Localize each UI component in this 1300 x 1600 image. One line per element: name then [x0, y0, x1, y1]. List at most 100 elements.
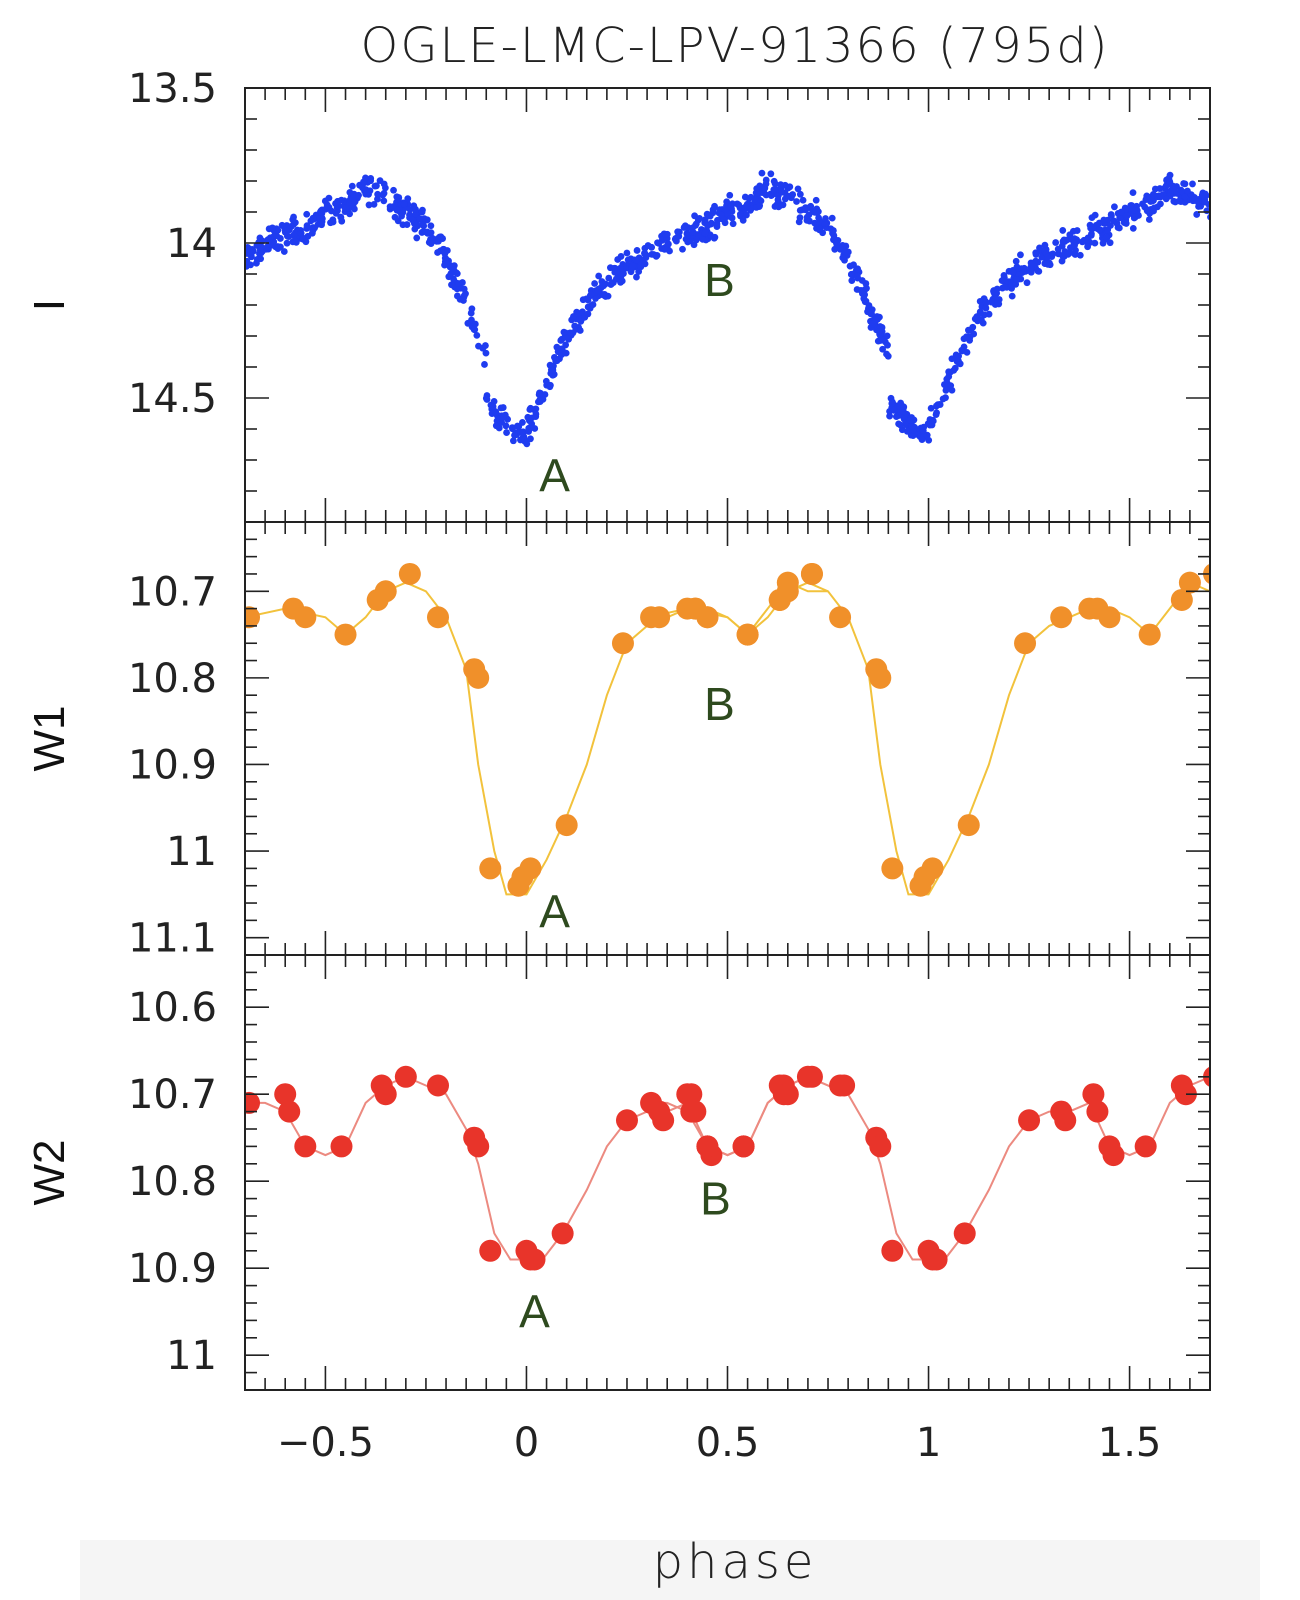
w1-point — [800, 562, 823, 585]
i-band-point — [1106, 239, 1114, 247]
i-band-point — [350, 205, 358, 213]
i-band-point — [453, 292, 461, 300]
i-band-point — [617, 264, 624, 272]
i-band-point — [549, 367, 557, 375]
i-band-point — [982, 304, 990, 312]
i-band-point — [945, 373, 953, 380]
i-band-point — [795, 218, 803, 226]
i-band-point — [607, 280, 615, 288]
i-band-point — [398, 212, 406, 220]
i-band-point — [283, 239, 291, 247]
w2-fit-curve — [245, 1075, 849, 1261]
i-band-point — [976, 316, 984, 324]
x-tick-label: −0.5 — [277, 1420, 374, 1466]
i-band-point — [641, 249, 649, 257]
i-band-point — [822, 215, 829, 222]
i-band-point — [528, 420, 536, 428]
i-band-point — [1162, 195, 1170, 203]
i-band-point — [890, 406, 898, 414]
i-band-point — [963, 333, 970, 341]
w2-point — [676, 1083, 699, 1106]
i-band-point — [335, 202, 343, 210]
i-band-point — [623, 249, 631, 257]
i-band-point — [1143, 207, 1151, 215]
i-band-point — [741, 193, 749, 201]
i-band-point — [1000, 283, 1008, 291]
panel-w1-data — [245, 562, 1210, 897]
i-band-point — [691, 212, 699, 220]
w2-point — [330, 1135, 353, 1158]
i-band-point — [362, 186, 370, 194]
i-band-point — [253, 259, 260, 267]
i-band-point — [945, 368, 953, 376]
i-band-point — [612, 275, 620, 283]
y-tick-label: 14 — [166, 221, 217, 267]
i-band-point — [883, 332, 891, 340]
i-band-point — [633, 247, 641, 254]
i-band-point — [812, 196, 820, 204]
i-band-point — [570, 313, 577, 320]
i-band-point — [956, 360, 964, 368]
i-band-point — [269, 224, 276, 232]
y-tick-label: 11.1 — [128, 916, 217, 962]
i-band-point — [624, 256, 632, 264]
i-band-point — [427, 229, 435, 237]
i-band-point — [925, 436, 933, 444]
y-tick-label: 10.8 — [128, 656, 217, 702]
i-band-point — [1100, 216, 1108, 224]
i-band-point — [443, 247, 451, 254]
i-band-point — [558, 345, 565, 353]
w1-point — [829, 606, 852, 629]
i-band-point — [942, 394, 949, 402]
i-band-point — [1127, 202, 1135, 209]
i-band-point — [839, 254, 847, 262]
i-band-point — [947, 382, 955, 390]
i-band-point — [481, 361, 488, 368]
i-band-point — [1089, 223, 1097, 231]
i-band-point — [483, 396, 491, 403]
i-band-point — [900, 403, 908, 411]
w1-point — [921, 857, 944, 880]
i-band-point — [827, 225, 835, 233]
i-band-point — [303, 225, 311, 232]
annotation-a: A — [539, 450, 570, 502]
w2-point — [1082, 1083, 1105, 1106]
i-band-point — [236, 251, 243, 258]
i-band-point — [869, 320, 877, 328]
panel-i-data — [236, 169, 1210, 448]
i-band-point — [509, 437, 517, 445]
i-band-point — [948, 355, 956, 363]
i-band-point — [721, 219, 729, 227]
i-band-point — [689, 224, 697, 232]
w2-point — [732, 1135, 755, 1158]
i-band-point — [1205, 201, 1210, 208]
w2-point — [796, 1065, 819, 1088]
i-band-point — [285, 233, 293, 240]
i-band-point — [497, 404, 505, 412]
i-band-point — [858, 277, 866, 284]
i-band-point — [771, 180, 779, 188]
w1-point — [294, 606, 317, 629]
y-tick-label: 14.5 — [128, 376, 217, 422]
i-band-point — [552, 357, 560, 365]
i-band-point — [767, 170, 775, 178]
i-band-point — [1156, 185, 1164, 192]
w1-point — [881, 857, 904, 880]
i-band-point — [264, 242, 272, 250]
i-band-point — [418, 208, 426, 216]
i-band-point — [620, 270, 627, 278]
i-band-point — [680, 224, 688, 231]
i-band-point — [987, 298, 995, 306]
i-band-point — [644, 242, 652, 249]
i-band-point — [594, 286, 602, 294]
i-band-point — [771, 203, 779, 210]
w2-point — [245, 1091, 261, 1114]
i-band-point — [906, 416, 914, 424]
i-band-point — [884, 352, 892, 360]
panel-w1: 10.7 10.8 10.9 11 11.1 W1 A B — [25, 521, 1211, 962]
i-band-point — [632, 256, 640, 264]
i-band-point — [756, 182, 764, 190]
y-tick-label: 11 — [166, 829, 217, 875]
w2-point — [829, 1074, 852, 1097]
